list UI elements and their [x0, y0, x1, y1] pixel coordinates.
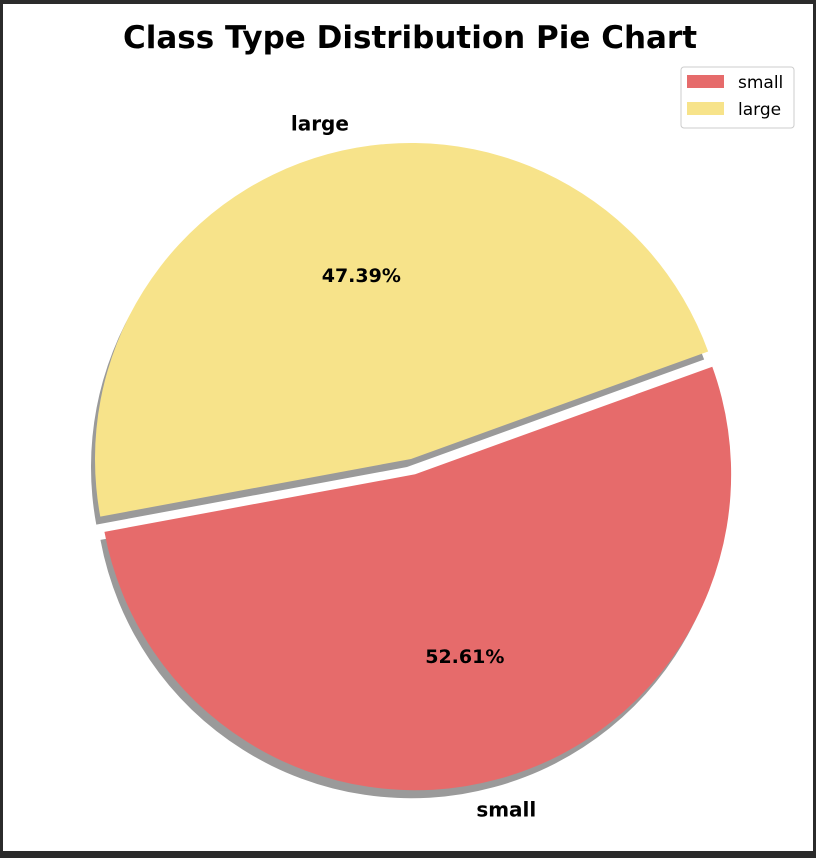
- slice-label-large: large: [291, 112, 349, 136]
- slice-label-small: small: [476, 798, 536, 822]
- slice-percent-large: 47.39%: [322, 265, 401, 287]
- pie-slice-small: [104, 366, 732, 791]
- pie-chart: Class Type Distribution Pie Chart small 5…: [90, 20, 795, 822]
- label-layer: small 52.61% large 47.39%: [291, 112, 536, 822]
- slice-percent-small: 52.61%: [425, 646, 504, 668]
- legend-label-small: small: [738, 73, 783, 93]
- legend: small large: [680, 66, 795, 129]
- pie-slice-large: [94, 142, 709, 517]
- legend-label-large: large: [738, 100, 781, 120]
- chart-title: Class Type Distribution Pie Chart: [123, 20, 697, 56]
- legend-swatch-small: [687, 75, 724, 88]
- slice-layer: [94, 142, 732, 791]
- legend-swatch-large: [687, 102, 724, 115]
